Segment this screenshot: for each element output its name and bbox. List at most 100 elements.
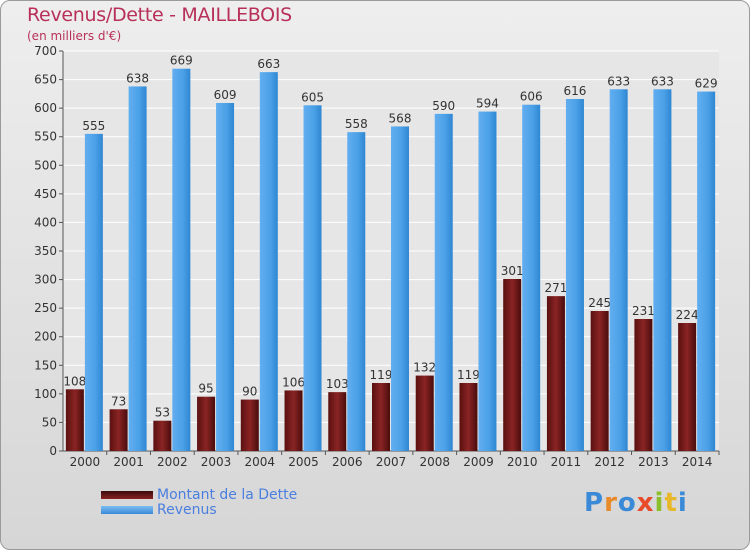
y-tick-label: 250 bbox=[34, 301, 57, 315]
data-label-revenus: 558 bbox=[345, 117, 368, 131]
y-tick-label: 100 bbox=[34, 387, 57, 401]
x-tick-label: 2003 bbox=[201, 455, 232, 469]
y-tick-label: 350 bbox=[34, 244, 57, 258]
data-label-dette: 224 bbox=[676, 308, 699, 322]
y-tick-label: 600 bbox=[34, 101, 57, 115]
data-label-revenus: 605 bbox=[301, 90, 324, 104]
data-label-revenus: 590 bbox=[432, 99, 455, 113]
data-label-revenus: 616 bbox=[563, 84, 586, 98]
x-tick-label: 2013 bbox=[638, 455, 669, 469]
bar-revenus bbox=[653, 89, 672, 452]
y-tick-label: 700 bbox=[34, 44, 57, 58]
bar-dette bbox=[459, 383, 478, 451]
bar-dette bbox=[109, 409, 128, 451]
bar-revenus bbox=[84, 133, 103, 451]
data-label-dette: 301 bbox=[501, 264, 524, 278]
data-label-revenus: 633 bbox=[607, 74, 630, 88]
bar-revenus bbox=[434, 113, 453, 451]
legend: Montant de la Dette Revenus bbox=[101, 486, 298, 518]
bar-revenus bbox=[347, 132, 366, 451]
x-tick-label: 2010 bbox=[507, 455, 538, 469]
legend-swatch-revenus bbox=[101, 505, 153, 514]
bar-revenus bbox=[478, 111, 497, 452]
data-label-dette: 53 bbox=[155, 406, 170, 420]
data-label-dette: 271 bbox=[544, 281, 567, 295]
bar-revenus bbox=[259, 72, 278, 452]
bar-revenus bbox=[391, 126, 409, 451]
legend-item-revenus: Revenus bbox=[101, 501, 297, 518]
data-label-revenus: 594 bbox=[476, 97, 499, 111]
bar-revenus bbox=[697, 91, 716, 452]
x-tick-label: 2012 bbox=[594, 455, 625, 469]
x-tick-label: 2008 bbox=[419, 455, 450, 469]
bar-dette bbox=[197, 396, 216, 451]
data-label-revenus: 633 bbox=[651, 74, 674, 88]
legend-label-debt: Montant de la Dette bbox=[157, 486, 298, 503]
y-tick-label: 200 bbox=[34, 330, 57, 344]
data-label-dette: 73 bbox=[111, 394, 126, 408]
data-label-revenus: 629 bbox=[695, 77, 718, 91]
bar-chart: 0 50 100 150 200 250 300 350 400 450 500 550 600 650 7… bbox=[34, 44, 720, 469]
bar-dette bbox=[503, 279, 522, 451]
bar-revenus bbox=[303, 105, 322, 452]
bar-dette bbox=[678, 323, 697, 451]
data-label-revenus: 669 bbox=[170, 54, 193, 68]
y-tick-label: 550 bbox=[34, 130, 57, 144]
x-tick-label: 2000 bbox=[70, 455, 101, 469]
y-tick-label: 150 bbox=[34, 358, 57, 372]
y-tick-label: 0 bbox=[49, 444, 57, 458]
y-tick-label: 400 bbox=[34, 215, 57, 229]
data-label-revenus: 606 bbox=[520, 90, 543, 104]
bar-revenus bbox=[128, 86, 147, 451]
data-label-revenus: 555 bbox=[82, 119, 105, 133]
x-tick-label: 2001 bbox=[113, 455, 144, 469]
data-label-revenus: 638 bbox=[126, 71, 149, 85]
bar-dette bbox=[240, 399, 259, 451]
data-label-dette: 245 bbox=[588, 296, 611, 310]
legend-item-debt: Montant de la Dette bbox=[101, 486, 298, 503]
x-tick-label: 2004 bbox=[245, 455, 276, 469]
x-tick-label: 2009 bbox=[463, 455, 494, 469]
data-label-revenus: 568 bbox=[389, 111, 412, 125]
data-label-dette: 106 bbox=[282, 375, 305, 389]
data-label-dette: 90 bbox=[242, 385, 257, 399]
bar-revenus bbox=[609, 89, 628, 452]
bar-dette bbox=[284, 390, 303, 451]
data-label-dette: 119 bbox=[457, 368, 480, 382]
x-tick-label: 2007 bbox=[376, 455, 407, 469]
legend-label-revenus: Revenus bbox=[157, 501, 217, 518]
data-label-dette: 119 bbox=[370, 368, 393, 382]
data-label-revenus: 663 bbox=[257, 57, 280, 71]
bar-dette bbox=[634, 319, 653, 451]
y-tick-label: 300 bbox=[34, 273, 57, 287]
y-tick-label: 500 bbox=[34, 158, 57, 172]
data-label-dette: 108 bbox=[63, 374, 86, 388]
data-label-revenus: 609 bbox=[214, 88, 237, 102]
y-tick-label: 650 bbox=[34, 73, 57, 87]
data-label-dette: 95 bbox=[198, 382, 213, 396]
bar-dette bbox=[153, 420, 172, 451]
bar-dette bbox=[590, 311, 609, 451]
bar-dette bbox=[372, 383, 390, 451]
bar-dette bbox=[415, 375, 434, 451]
chart-title: Revenus/Dette - MAILLEBOIS bbox=[27, 4, 292, 26]
data-label-dette: 103 bbox=[326, 377, 349, 391]
bar-revenus bbox=[216, 103, 235, 451]
x-tick-label: 2005 bbox=[288, 455, 319, 469]
bar-revenus bbox=[565, 99, 584, 451]
y-tick-label: 450 bbox=[34, 187, 57, 201]
x-tick-label: 2006 bbox=[332, 455, 363, 469]
legend-swatch-debt bbox=[101, 490, 153, 499]
data-label-dette: 231 bbox=[632, 304, 655, 318]
bar-dette bbox=[328, 392, 347, 451]
data-label-dette: 132 bbox=[413, 361, 436, 375]
chart-subtitle: (en milliers d'€) bbox=[27, 29, 122, 43]
bar-revenus bbox=[522, 104, 541, 451]
x-tick-label: 2002 bbox=[157, 455, 188, 469]
bar-revenus bbox=[172, 68, 191, 451]
y-tick-label: 50 bbox=[42, 415, 57, 429]
x-tick-label: 2014 bbox=[682, 455, 713, 469]
x-tick-label: 2011 bbox=[551, 455, 582, 469]
proxiti-logo: Proxiti bbox=[584, 488, 688, 518]
